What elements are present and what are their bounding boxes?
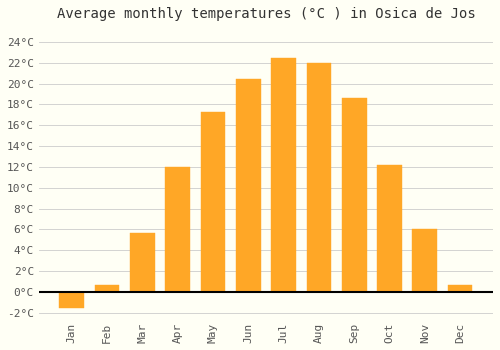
- Bar: [236, 79, 260, 292]
- Bar: [306, 63, 331, 292]
- Bar: [130, 232, 155, 292]
- Bar: [60, 292, 84, 308]
- Bar: [166, 167, 190, 292]
- Bar: [448, 285, 472, 292]
- Bar: [271, 57, 296, 292]
- Bar: [377, 165, 402, 292]
- Bar: [94, 285, 120, 292]
- Bar: [200, 112, 226, 292]
- Title: Average monthly temperatures (°C ) in Osica de Jos: Average monthly temperatures (°C ) in Os…: [56, 7, 476, 21]
- Bar: [342, 98, 366, 292]
- Bar: [412, 229, 437, 292]
